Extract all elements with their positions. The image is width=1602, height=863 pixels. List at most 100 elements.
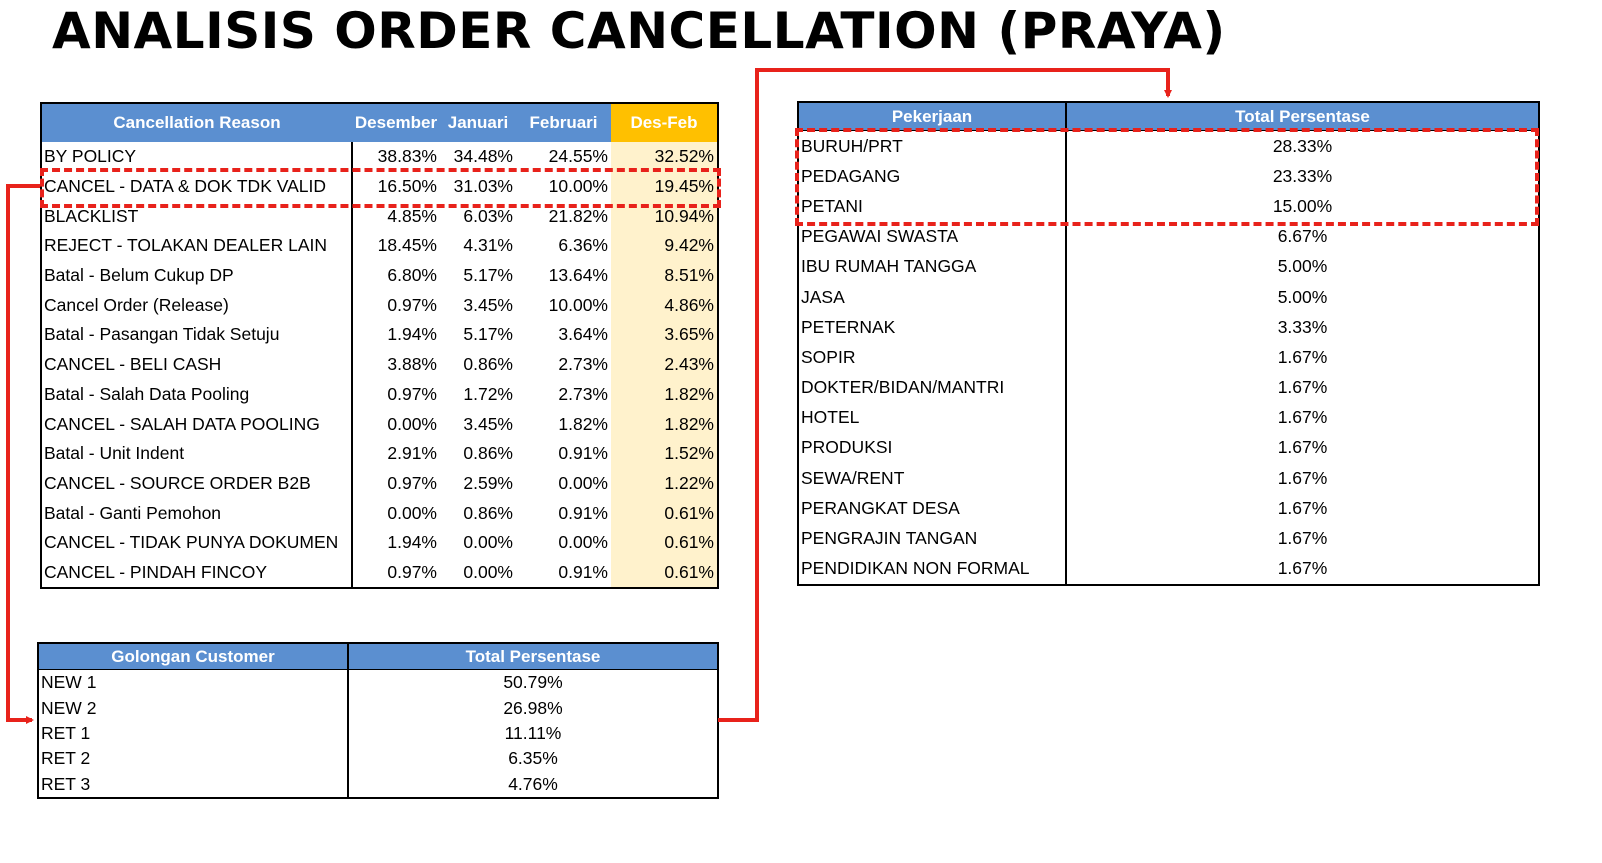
cancellation-row-value: 0.00% — [463, 532, 513, 553]
pekerjaan-row-value: 15.00% — [1272, 195, 1333, 216]
cancellation-row-value: 38.83% — [377, 146, 437, 167]
pekerjaan-row-label: JASA — [798, 281, 1067, 313]
cancellation-row-value: 0.86% — [463, 502, 513, 523]
cancellation-row-value: 0.61% — [611, 498, 718, 528]
pekerjaan-row-value: 1.67% — [1277, 497, 1328, 518]
golongan-row: RET 1 11.11% — [38, 720, 718, 747]
cancellation-row-value: 5.17% — [463, 324, 513, 345]
cancellation-row-value: 0.00% — [387, 502, 437, 523]
cancellation-row-value: 3.64% — [558, 324, 608, 345]
pekerjaan-row-label: HOTEL — [798, 402, 1067, 433]
pekerjaan-row: PERANGKAT DESA 1.67% — [798, 493, 1539, 524]
cancellation-row: CANCEL - TIDAK PUNYA DOKUMEN 1.94% 0.00% 0.… — [41, 527, 718, 558]
pekerjaan-row: PRODUKSI 1.67% — [798, 432, 1539, 464]
cancellation-row-value: 4.31% — [463, 235, 513, 256]
golongan-customer-table: Golongan Customer Total Persentase NEW 1… — [37, 642, 719, 799]
cancellation-row-label: CANCEL - DATA & DOK TDK VALID — [41, 171, 353, 202]
golongan-row-label: RET 3 — [38, 771, 349, 798]
cancellation-row-value: 31.03% — [453, 176, 513, 197]
cancellation-row-label: CANCEL - SALAH DATA POOLING — [41, 409, 353, 439]
golongan-row-label: NEW 2 — [38, 695, 349, 721]
cancellation-row: Batal - Belum Cukup DP 6.80% 5.17% 13.64% 8.… — [41, 260, 718, 291]
cancellation-row-value: 0.00% — [463, 561, 513, 582]
pekerjaan-row-label: PEGAWAI SWASTA — [798, 221, 1067, 252]
cancellation-row-value: 0.97% — [387, 294, 437, 315]
cancellation-row-value: 10.00% — [548, 294, 608, 315]
pekerjaan-row: JASA 5.00% — [798, 281, 1539, 313]
cancellation-row-value: 0.61% — [611, 527, 718, 558]
header-februari: Februari — [516, 103, 611, 142]
cancellation-row-label: CANCEL - SOURCE ORDER B2B — [41, 468, 353, 499]
cancellation-row-value: 34.48% — [453, 146, 513, 167]
cancellation-row-label: CANCEL - TIDAK PUNYA DOKUMEN — [41, 527, 353, 558]
header-golongan-customer: Golongan Customer — [38, 643, 349, 670]
cancellation-row-value: 2.59% — [463, 472, 513, 493]
highlight-box-cancel-data-dok — [40, 168, 721, 208]
cancellation-row-label: Cancel Order (Release) — [41, 290, 353, 321]
cancellation-row-value: 6.80% — [387, 265, 437, 286]
cancellation-row-value: 24.55% — [548, 146, 608, 167]
pekerjaan-row-value: 28.33% — [1272, 135, 1333, 156]
golongan-row: RET 2 6.35% — [38, 746, 718, 772]
cancellation-row-value: 0.86% — [463, 443, 513, 464]
cancellation-row-value: 32.52% — [611, 142, 718, 172]
cancellation-row-value: 6.03% — [463, 205, 513, 226]
cancellation-row-label: Batal - Ganti Pemohon — [41, 498, 353, 528]
cancellation-row-value: 2.91% — [387, 443, 437, 464]
golongan-row-value: 4.76% — [508, 773, 558, 794]
cancellation-row-value: 0.86% — [463, 354, 513, 375]
cancellation-row-value: 2.73% — [558, 383, 608, 404]
cancellation-row-value: 1.72% — [463, 383, 513, 404]
cancellation-row-value: 0.91% — [558, 502, 608, 523]
page-title: ANALISIS ORDER CANCELLATION (PRAYA) — [52, 2, 1226, 60]
arrow-cancel-to-golongan — [6, 184, 40, 724]
pekerjaan-row-value: 1.67% — [1277, 407, 1328, 428]
cancellation-row-value: 0.97% — [387, 383, 437, 404]
pekerjaan-row-value: 5.00% — [1277, 286, 1328, 307]
header-total-persentase: Total Persentase — [1066, 102, 1539, 131]
cancellation-row-value: 0.91% — [558, 561, 608, 582]
cancellation-row: REJECT - TOLAKAN DEALER LAIN 18.45% 4.31% 6… — [41, 231, 718, 261]
golongan-row-label: RET 2 — [38, 746, 349, 772]
cancellation-row-value: 3.45% — [463, 413, 513, 434]
golongan-row: RET 3 4.76% — [38, 771, 718, 798]
cancellation-row-value: 1.52% — [611, 438, 718, 469]
header-pekerjaan: Pekerjaan — [798, 102, 1067, 131]
golongan-row: NEW 2 26.98% — [38, 695, 718, 721]
cancellation-row-value: 0.97% — [387, 561, 437, 582]
header-cancellation-reason: Cancellation Reason — [41, 103, 352, 142]
cancellation-row: Batal - Pasangan Tidak Setuju 1.94% 5.17% 3… — [41, 320, 718, 350]
cancellation-row: CANCEL - SOURCE ORDER B2B 0.97% 2.59% 0.00%… — [41, 468, 718, 499]
cancellation-row-value: 21.82% — [548, 205, 608, 226]
pekerjaan-row-value: 1.67% — [1277, 377, 1328, 398]
pekerjaan-row-value: 1.67% — [1277, 528, 1328, 549]
cancellation-row-label: CANCEL - BELI CASH — [41, 349, 353, 380]
cancellation-row: CANCEL - DATA & DOK TDK VALID 16.50% 31.03… — [41, 171, 718, 202]
cancellation-row-value: 0.61% — [611, 557, 718, 589]
golongan-header-row: Golongan Customer Total Persentase — [38, 643, 718, 670]
cancellation-row-value: 18.45% — [377, 235, 437, 256]
pekerjaan-row: PENGRAJIN TANGAN 1.67% — [798, 523, 1539, 554]
cancellation-row-value: 19.45% — [611, 171, 718, 202]
golongan-row-label: RET 1 — [38, 720, 349, 747]
pekerjaan-row: HOTEL 1.67% — [798, 402, 1539, 433]
pekerjaan-row-value: 5.00% — [1277, 256, 1328, 277]
cancellation-row-value: 10.00% — [548, 176, 608, 197]
pekerjaan-row-label: PENDIDIKAN NON FORMAL — [798, 553, 1067, 585]
cancellation-row-value: 0.91% — [558, 443, 608, 464]
cancellation-row-label: REJECT - TOLAKAN DEALER LAIN — [41, 231, 353, 261]
golongan-row-value: 26.98% — [503, 697, 563, 718]
cancellation-row-label: CANCEL - PINDAH FINCOY — [41, 557, 353, 589]
pekerjaan-row-value: 23.33% — [1272, 165, 1333, 186]
cancellation-row-value: 1.94% — [387, 324, 437, 345]
cancellation-row-value: 1.22% — [611, 468, 718, 499]
pekerjaan-row: PEGAWAI SWASTA 6.67% — [798, 221, 1539, 252]
cancellation-row-value: 2.73% — [558, 354, 608, 375]
cancellation-row-value: 6.36% — [558, 235, 608, 256]
cancellation-row-label: Batal - Pasangan Tidak Setuju — [41, 320, 353, 350]
pekerjaan-row-label: DOKTER/BIDAN/MANTRI — [798, 372, 1067, 403]
cancellation-row: Batal - Ganti Pemohon 0.00% 0.86% 0.91% 0.61… — [41, 498, 718, 528]
pekerjaan-row-value: 1.67% — [1277, 558, 1328, 579]
cancellation-row: CANCEL - BELI CASH 3.88% 0.86% 2.73% 2.43% — [41, 349, 718, 380]
cancellation-row-value: 4.86% — [611, 290, 718, 321]
